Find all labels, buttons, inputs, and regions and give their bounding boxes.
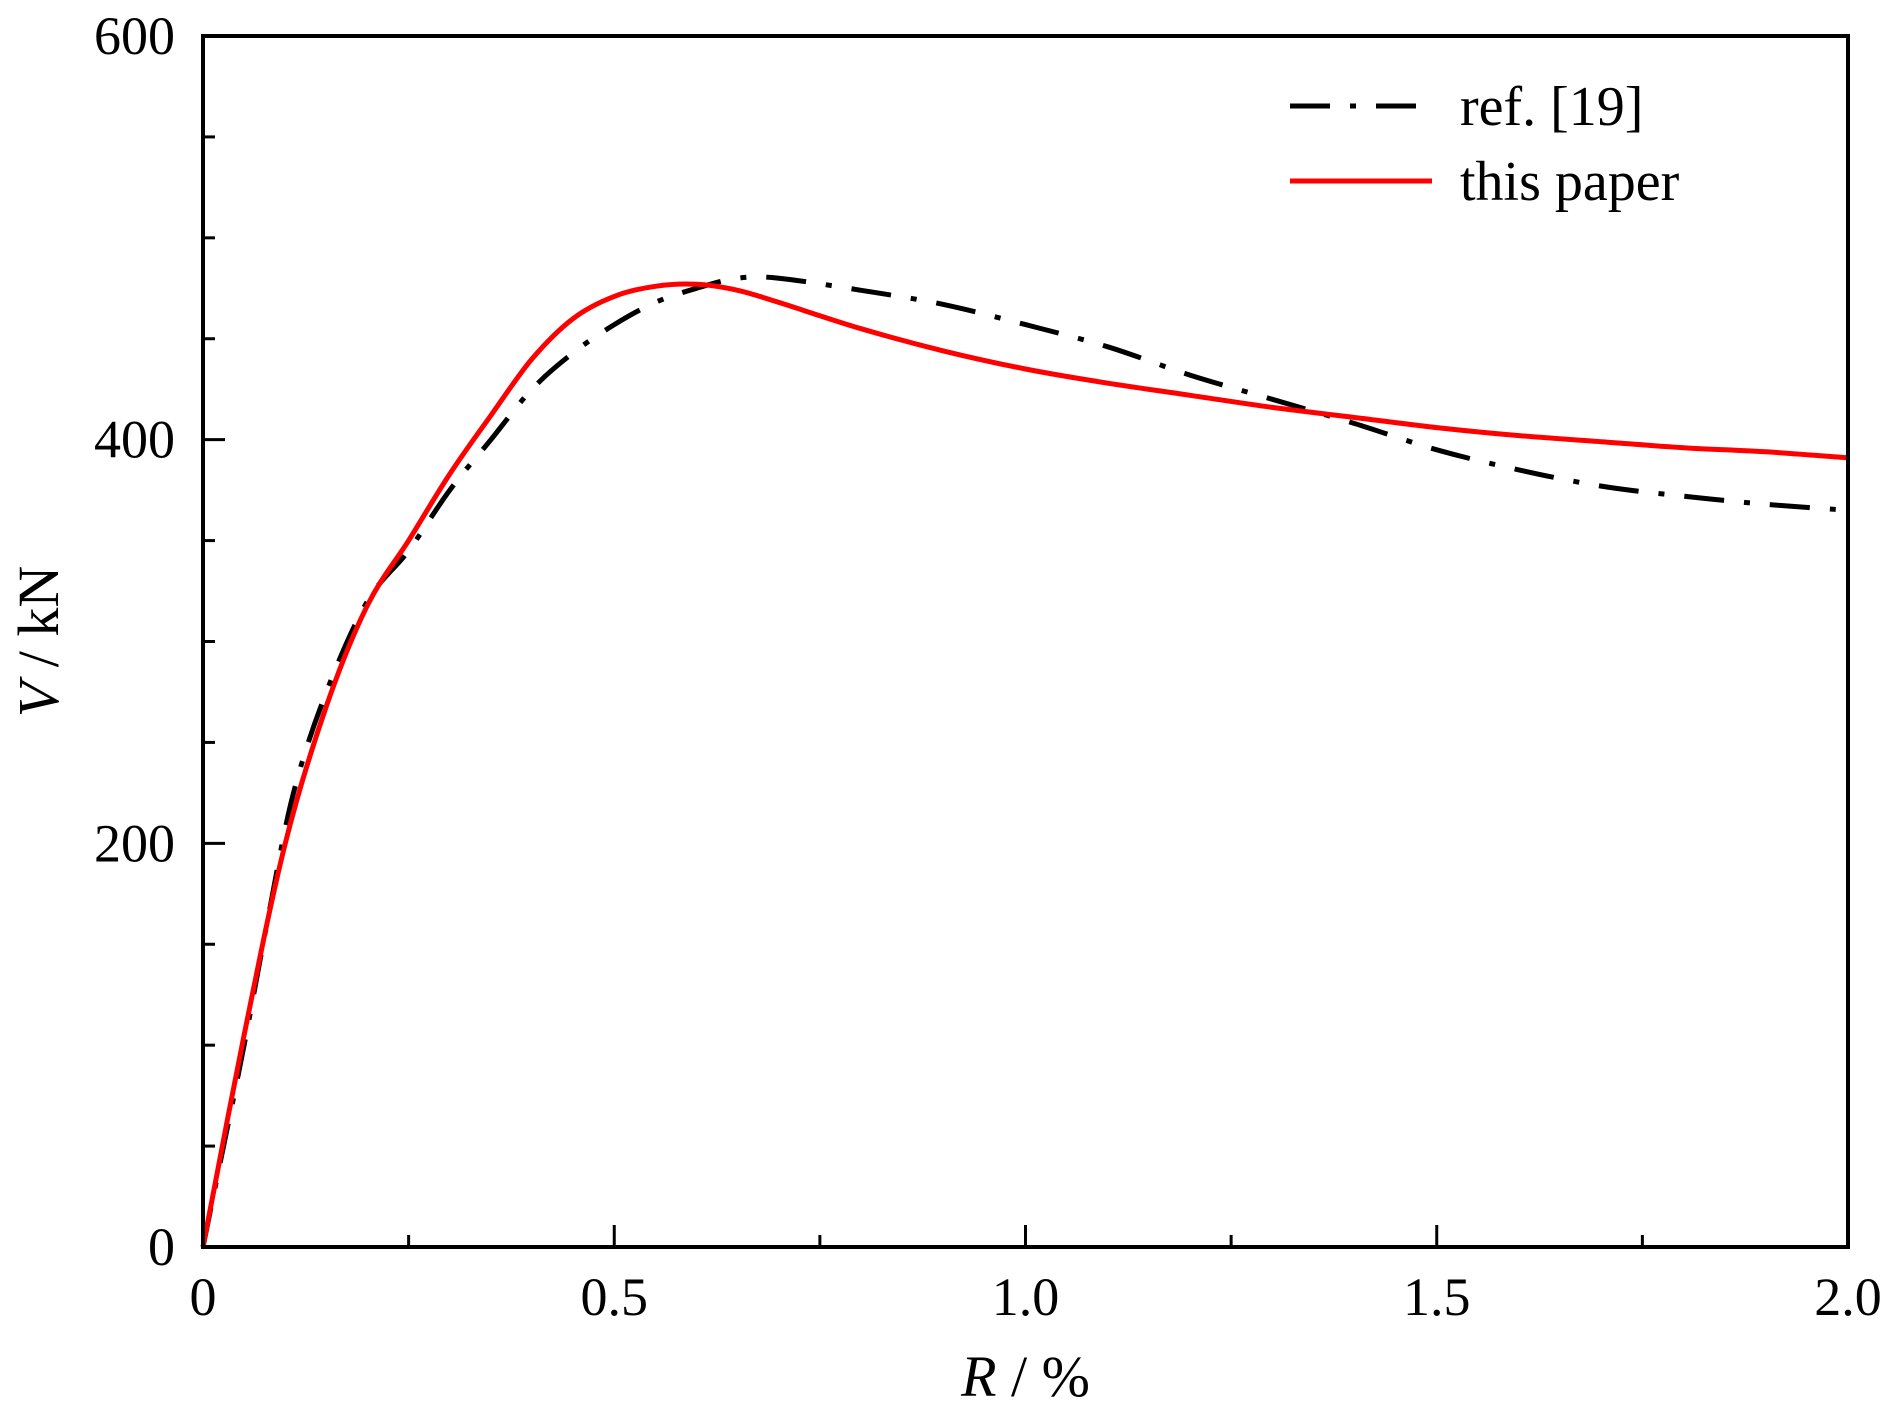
x-tick-label: 1.5 (1403, 1267, 1471, 1327)
y-tick-label: 400 (94, 410, 175, 470)
y-axis-title: V / kN (6, 566, 71, 717)
y-tick-label: 0 (148, 1217, 175, 1277)
legend-label-ref19: ref. [19] (1460, 76, 1643, 138)
y-axis-variable: V (6, 675, 71, 717)
x-axis-unit: / % (997, 1344, 1090, 1408)
series-line-ref19 (200, 274, 1849, 1248)
x-tick-label: 1.0 (992, 1267, 1060, 1327)
x-axis-variable: R (960, 1344, 996, 1408)
x-tick-label: 0 (190, 1267, 217, 1327)
y-axis-unit: / kN (6, 566, 71, 682)
legend-label-this-paper: this paper (1460, 151, 1680, 213)
x-tick-label: 0.5 (581, 1267, 649, 1327)
x-tick-label: 2.0 (1814, 1267, 1882, 1327)
x-axis-title: R / % (960, 1344, 1090, 1408)
ticks-layer (201, 34, 1850, 1249)
y-tick-label: 200 (94, 813, 175, 873)
legend: ref. [19] this paper (1290, 76, 1680, 213)
series-line-this-paper (200, 281, 1849, 1248)
series-layer (200, 274, 1849, 1248)
plot-frame (201, 34, 1850, 1249)
y-tick-label: 600 (94, 6, 175, 66)
labels-layer: 0 0.5 1.0 1.5 2.0 0 200 400 600 (94, 6, 1882, 1327)
